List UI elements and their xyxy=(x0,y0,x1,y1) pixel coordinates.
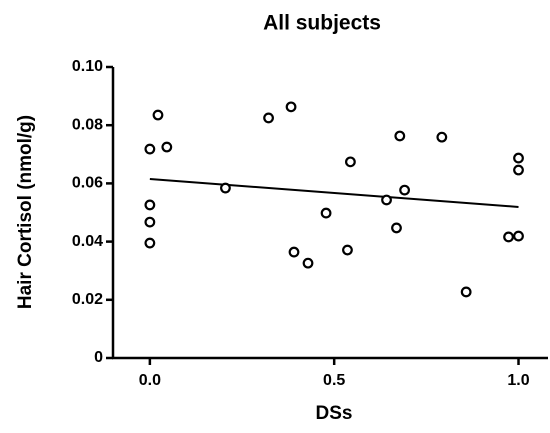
x-tick-label: 0.5 xyxy=(323,372,345,389)
data-point xyxy=(436,131,448,143)
data-point xyxy=(399,184,410,196)
data-point xyxy=(345,156,356,168)
data-point xyxy=(394,130,406,142)
data-point xyxy=(144,199,156,211)
y-tick-label: 0.08 xyxy=(72,116,103,133)
y-tick-label: 0.02 xyxy=(72,291,103,308)
y-tick-label: 0 xyxy=(94,349,103,366)
y-tick-label: 0.04 xyxy=(72,233,103,250)
data-point xyxy=(381,194,392,206)
data-point xyxy=(320,207,332,219)
data-point xyxy=(263,112,274,124)
x-axis-title: DSs xyxy=(316,403,353,424)
chart-title: All subjects xyxy=(263,12,381,35)
data-point xyxy=(513,152,524,164)
x-tick-label: 0.0 xyxy=(139,372,161,389)
data-point xyxy=(460,286,472,298)
data-point xyxy=(503,231,514,243)
data-point xyxy=(285,101,297,113)
data-point xyxy=(144,143,156,155)
data-point xyxy=(513,230,524,242)
data-point xyxy=(342,244,353,256)
data-point xyxy=(220,182,231,194)
x-tick-label: 1.0 xyxy=(507,372,529,389)
y-tick-label: 0.10 xyxy=(72,58,103,75)
data-point xyxy=(513,164,524,176)
data-point xyxy=(161,141,173,153)
y-tick-label: 0.06 xyxy=(72,175,103,192)
fit-line xyxy=(149,178,519,208)
data-point xyxy=(302,257,314,269)
data-point xyxy=(144,237,156,249)
data-point xyxy=(144,216,156,228)
data-point xyxy=(288,246,300,258)
y-axis-title: Hair Cortisol (nmol/g) xyxy=(15,115,36,309)
data-point xyxy=(152,109,164,121)
data-point xyxy=(391,222,402,234)
